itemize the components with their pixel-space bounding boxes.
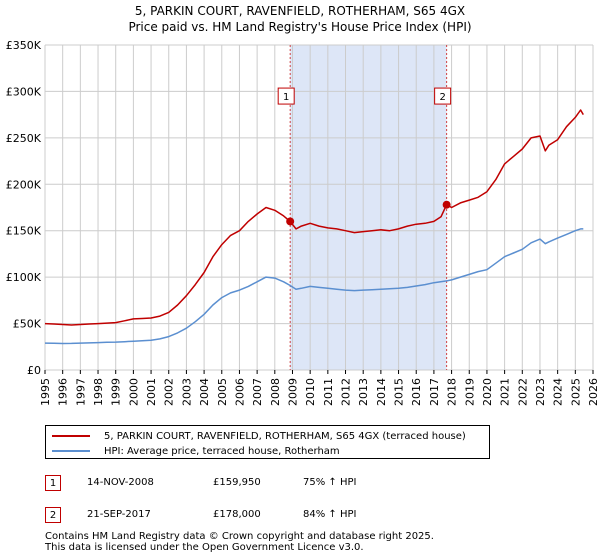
y-tick-label: £350K <box>6 39 42 52</box>
x-tick-label: 2021 <box>499 378 512 406</box>
x-tick-label: 2017 <box>428 378 441 406</box>
marker-box-2 <box>434 87 452 105</box>
sale-date: 14-NOV-2008 <box>87 477 154 488</box>
series-lines <box>44 109 584 345</box>
x-tick-label: 2020 <box>481 378 494 406</box>
x-tick-label: 2004 <box>198 378 211 406</box>
chart-subtitle: Price paid vs. HM Land Registry's House … <box>128 20 471 34</box>
marker-label-2: 2 <box>439 92 445 103</box>
x-tick-label: 2008 <box>269 378 282 406</box>
x-tick-label: 2002 <box>163 378 176 406</box>
sale-number-badge: 1 <box>45 475 61 491</box>
price-chart: 5, PARKIN COURT, RAVENFIELD, ROTHERHAM, … <box>6 4 600 406</box>
x-tick-label: 1996 <box>57 378 70 406</box>
x-tick-label: 2005 <box>216 378 229 406</box>
legend-label-property: 5, PARKIN COURT, RAVENFIELD, ROTHERHAM, … <box>104 430 466 442</box>
x-tick-label: 2009 <box>286 378 299 406</box>
grid-lines <box>44 44 594 371</box>
x-tick-label: 2019 <box>463 378 476 406</box>
x-tick-label: 2016 <box>410 378 423 406</box>
y-tick-label: £0 <box>27 364 41 377</box>
sale-date: 21-SEP-2017 <box>87 509 151 520</box>
footer-licence: This data is licensed under the Open Gov… <box>45 542 364 553</box>
x-tick-label: 2025 <box>569 378 582 406</box>
legend-item-property: 5, PARKIN COURT, RAVENFIELD, ROTHERHAM, … <box>52 429 466 443</box>
sale-price: £178,000 <box>213 509 261 520</box>
sale-points <box>286 200 451 226</box>
x-tick-label: 2001 <box>145 378 158 406</box>
x-tick-label: 2026 <box>587 378 600 406</box>
shaded-period <box>290 45 447 370</box>
legend-label-hpi: HPI: Average price, terraced house, Roth… <box>104 445 340 457</box>
x-tick-label: 2000 <box>127 378 140 406</box>
legend: 5, PARKIN COURT, RAVENFIELD, ROTHERHAM, … <box>45 425 490 459</box>
x-tick-label: 2006 <box>233 378 246 406</box>
x-tick-label: 2015 <box>393 378 406 406</box>
y-tick-label: £200K <box>6 178 42 191</box>
sale-hpi-change: 84% ↑ HPI <box>303 509 357 520</box>
legend-swatch-hpi <box>52 450 90 452</box>
x-axis-ticks: 1995 1996 1997 1998 1999 2000 2001 2002 2003 2004… <box>39 370 600 406</box>
x-tick-label: 1997 <box>74 378 87 406</box>
x-tick-label: 2018 <box>446 378 459 406</box>
y-tick-label: £300K <box>6 85 42 98</box>
x-tick-label: 1995 <box>39 378 52 406</box>
sale-price: £159,950 <box>213 477 261 488</box>
sale-point-1 <box>286 217 295 226</box>
marker-label-1: 1 <box>283 92 289 103</box>
footer-copyright: Contains HM Land Registry data © Crown c… <box>45 531 434 542</box>
series-line-hpi <box>44 228 584 345</box>
x-tick-label: 2007 <box>251 378 264 406</box>
series-line-property <box>44 109 584 326</box>
y-tick-label: £50K <box>13 318 42 331</box>
sale-hpi-change: 75% ↑ HPI <box>303 477 357 488</box>
footer: Contains HM Land Registry data © Crown c… <box>45 531 434 553</box>
x-tick-label: 2023 <box>534 378 547 406</box>
x-tick-label: 2022 <box>516 378 529 406</box>
y-tick-label: £100K <box>6 271 42 284</box>
legend-swatch-property <box>52 435 90 437</box>
marker-box-1 <box>277 87 295 105</box>
x-tick-label: 2012 <box>340 378 353 406</box>
sale-number-badge: 2 <box>45 507 61 523</box>
x-tick-label: 1998 <box>92 378 105 406</box>
y-tick-label: £250K <box>6 132 42 145</box>
x-tick-label: 2024 <box>552 378 565 406</box>
x-tick-label: 2010 <box>304 378 317 406</box>
y-axis-ticks: £0 £50K £100K £150K £200K £250K £300K £350K <box>6 39 42 377</box>
chart-title: 5, PARKIN COURT, RAVENFIELD, ROTHERHAM, … <box>135 4 465 18</box>
x-tick-label: 2013 <box>357 378 370 406</box>
x-tick-label: 2003 <box>180 378 193 406</box>
x-tick-label: 2014 <box>375 378 388 406</box>
legend-item-hpi: HPI: Average price, terraced house, Roth… <box>52 444 340 458</box>
x-tick-label: 2011 <box>322 378 335 406</box>
y-tick-label: £150K <box>6 225 42 238</box>
x-tick-label: 1999 <box>110 378 123 406</box>
sale-point-2 <box>442 200 451 209</box>
